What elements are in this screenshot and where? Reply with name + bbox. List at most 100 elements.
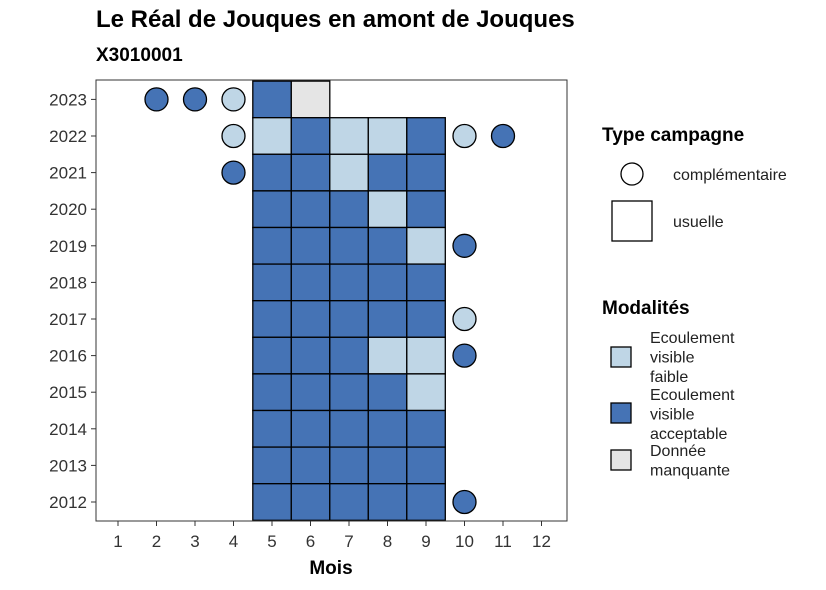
cell-2018-9 (406, 263, 446, 302)
usuelle-cells (252, 80, 446, 521)
cell-2015-7 (329, 373, 369, 412)
cell-2017-6 (290, 300, 331, 338)
x-tick-label: 10 (455, 532, 474, 551)
legend-type-campagne: Type campagne complémentaire usuelle (602, 125, 787, 242)
x-tick-label: 7 (344, 532, 353, 551)
point-2023-3 (182, 87, 208, 112)
cell-2019-7 (329, 226, 369, 265)
cell-2014-9 (406, 409, 446, 448)
cell-2017-7 (329, 300, 369, 338)
y-tick-label: 2016 (49, 347, 87, 366)
point-2023-4 (221, 87, 246, 112)
cell-2014-5 (252, 409, 292, 448)
y-tick-label: 2013 (49, 456, 87, 475)
cell-2016-6 (290, 336, 331, 375)
cell-2020-9 (406, 190, 446, 229)
y-tick-label: 2020 (49, 200, 87, 219)
point-2017-10 (452, 306, 477, 332)
legend-fill-key-manquante (610, 449, 632, 471)
cell-2023-6 (290, 80, 331, 119)
y-tick-label: 2018 (49, 273, 87, 292)
x-tick-label: 12 (532, 532, 551, 551)
point-2023-2 (144, 87, 169, 112)
cell-2021-6 (290, 153, 331, 192)
cell-2019-6 (290, 226, 331, 265)
cell-2022-9 (406, 117, 446, 155)
cell-2016-7 (329, 336, 369, 375)
cell-2021-9 (406, 153, 446, 192)
legend-fill-key-faible (610, 346, 632, 368)
x-tick-label: 3 (190, 532, 199, 551)
cell-2020-6 (290, 190, 331, 229)
cell-2022-5 (252, 117, 292, 155)
cell-2013-9 (406, 446, 446, 485)
cell-2021-7 (329, 153, 369, 192)
y-tick-label: 2021 (49, 164, 87, 183)
chart-title: Le Réal de Jouques en amont de Jouques (96, 6, 575, 33)
cell-2022-7 (329, 117, 369, 155)
cell-2012-9 (406, 483, 446, 521)
cell-2023-5 (252, 80, 292, 119)
y-tick-label: 2017 (49, 310, 87, 329)
cell-2013-6 (290, 446, 331, 485)
legend-fill-key-acceptable (610, 402, 632, 424)
x-tick-label: 6 (306, 532, 315, 551)
chart-subtitle: X3010001 (96, 45, 183, 66)
cell-2014-8 (367, 409, 408, 448)
point-2019-10 (452, 233, 477, 258)
point-2021-4 (221, 160, 246, 185)
cell-2012-5 (252, 483, 292, 521)
cell-2013-7 (329, 446, 369, 485)
cell-2020-7 (329, 190, 369, 229)
cell-2016-8 (367, 336, 408, 375)
cell-2015-6 (290, 373, 331, 412)
cell-2021-5 (252, 153, 292, 192)
y-tick-label: 2023 (49, 90, 87, 109)
cell-2014-7 (329, 409, 369, 448)
cell-2013-8 (367, 446, 408, 485)
legend-modalites-title: Modalités (602, 298, 690, 319)
legend-type-campagne-title: Type campagne (602, 125, 744, 146)
cell-2015-8 (367, 373, 408, 412)
cell-2022-8 (367, 117, 408, 155)
point-2012-10 (452, 489, 477, 515)
legend-fill-label: Ecoulement visible faible (650, 330, 735, 386)
cell-2012-6 (290, 483, 331, 521)
cell-2018-8 (367, 263, 408, 302)
cell-2019-5 (252, 226, 292, 265)
legend-square-key (611, 200, 653, 242)
y-tick-label: 2014 (49, 420, 87, 439)
x-tick-label: 4 (229, 532, 238, 551)
y-tick-label: 2022 (49, 127, 87, 146)
point-2022-10 (452, 123, 477, 149)
cell-2019-8 (367, 226, 408, 265)
cell-2012-8 (367, 483, 408, 521)
x-tick-label: 8 (383, 532, 392, 551)
legend-shape-label: usuelle (673, 214, 724, 231)
cell-2017-9 (406, 300, 446, 338)
plot-panel-border (95, 79, 568, 522)
complementaire-points (144, 87, 516, 515)
legend-shape-label: complémentaire (673, 167, 787, 184)
cell-2016-9 (406, 336, 446, 375)
y-tick-label: 2019 (49, 237, 87, 256)
legend-fill-label: Ecoulement visible acceptable (650, 387, 735, 443)
cell-2018-5 (252, 263, 292, 302)
cell-2017-5 (252, 300, 292, 338)
x-axis-title: Mois (309, 558, 352, 579)
cell-2019-9 (406, 226, 446, 265)
cell-2020-5 (252, 190, 292, 229)
x-tick-label: 1 (113, 532, 122, 551)
x-tick-label: 9 (421, 532, 430, 551)
cell-2013-5 (252, 446, 292, 485)
x-tick-label: 2 (152, 532, 161, 551)
cell-2015-9 (406, 373, 446, 412)
cell-2020-8 (367, 190, 408, 229)
legend-modalites: Modalités Ecoulement visible faibleEcouleme… (602, 298, 735, 480)
cell-2022-6 (290, 117, 331, 155)
cell-2017-8 (367, 300, 408, 338)
cell-2018-6 (290, 263, 331, 302)
x-axis: 1 2 3 4 5 6 7 8 9 10 11 12 (113, 521, 551, 551)
legend-fill-label: Donnée manquante (650, 443, 730, 480)
